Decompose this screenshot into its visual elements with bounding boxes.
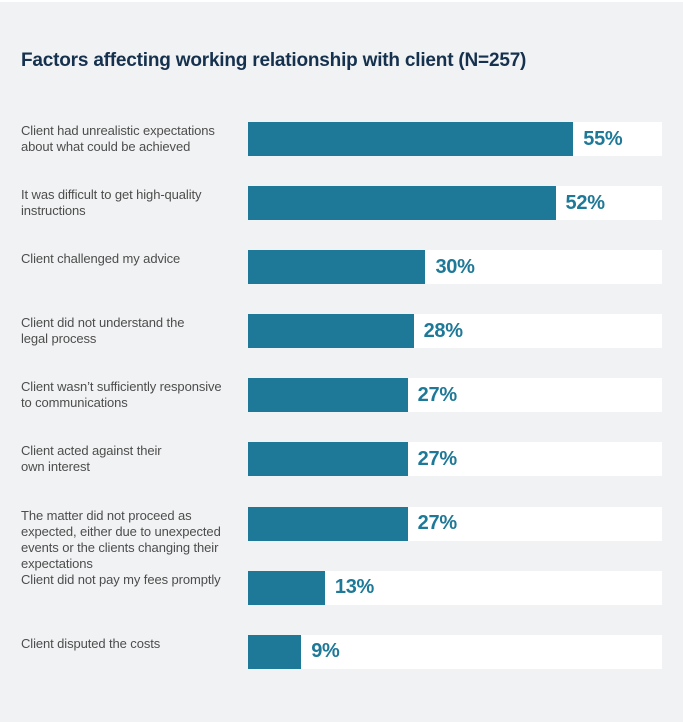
value-label: 27% — [417, 383, 457, 406]
bar-row: Client wasn’t sufficiently responsive to… — [21, 378, 662, 442]
category-label: It was difficult to get high-quality ins… — [21, 187, 202, 219]
category-label: Client had unrealistic expectations abou… — [21, 123, 215, 154]
bar-track: 27% — [248, 378, 662, 413]
bar-fill — [248, 570, 325, 605]
bar-row: Client did not understand the legal proc… — [21, 314, 662, 378]
bar-fill — [248, 634, 302, 669]
bar-row: Client did not pay my fees promptly 13% — [21, 570, 662, 635]
bar-row: It was difficult to get high-quality ins… — [21, 186, 662, 250]
category-label: The matter did not proceed as expected, … — [21, 507, 221, 571]
bar-row: The matter did not proceed as expected, … — [21, 506, 662, 571]
bar-row: Client had unrealistic expectations abou… — [21, 122, 662, 186]
bar-track: 13% — [248, 570, 662, 605]
bar-fill — [248, 442, 408, 477]
bar-track: 28% — [248, 314, 662, 349]
bar-row: Client challenged my advice 30% — [21, 250, 662, 314]
value-label: 52% — [565, 191, 605, 214]
bar-track: 52% — [248, 186, 662, 221]
category-label: Client disputed the costs — [21, 635, 161, 651]
value-label: 30% — [435, 255, 475, 278]
bar-track: 30% — [248, 250, 662, 285]
top-edge-strip — [0, 0, 683, 2]
bar-track: 55% — [248, 122, 662, 156]
category-label: Client wasn’t sufficiently responsive to… — [21, 379, 222, 411]
bar-fill — [248, 122, 574, 156]
value-label: 27% — [417, 512, 457, 535]
chart-title: Factors affecting working relationship w… — [21, 50, 527, 71]
bar-row: Client disputed the costs 9% — [21, 634, 662, 699]
bar-chart: Client had unrealistic expectations abou… — [21, 122, 662, 699]
bar-track: 9% — [248, 634, 662, 669]
bar-fill — [248, 314, 414, 349]
value-label: 27% — [417, 447, 457, 470]
category-label: Client did not understand the legal proc… — [21, 315, 185, 347]
value-label: 55% — [583, 127, 623, 150]
bar-fill — [248, 186, 556, 221]
category-label: Client challenged my advice — [21, 251, 181, 267]
value-label: 9% — [311, 640, 340, 663]
value-label: 13% — [334, 576, 375, 599]
bar-fill — [248, 378, 408, 413]
value-label: 28% — [423, 319, 463, 342]
category-label: Client acted against their own interest — [21, 443, 162, 475]
bar-row: Client acted against their own interest … — [21, 442, 662, 506]
bar-fill — [248, 250, 426, 285]
bar-track: 27% — [248, 442, 662, 477]
category-label: Client did not pay my fees promptly — [21, 571, 221, 587]
bar-fill — [248, 506, 408, 541]
bar-track: 27% — [248, 506, 662, 541]
